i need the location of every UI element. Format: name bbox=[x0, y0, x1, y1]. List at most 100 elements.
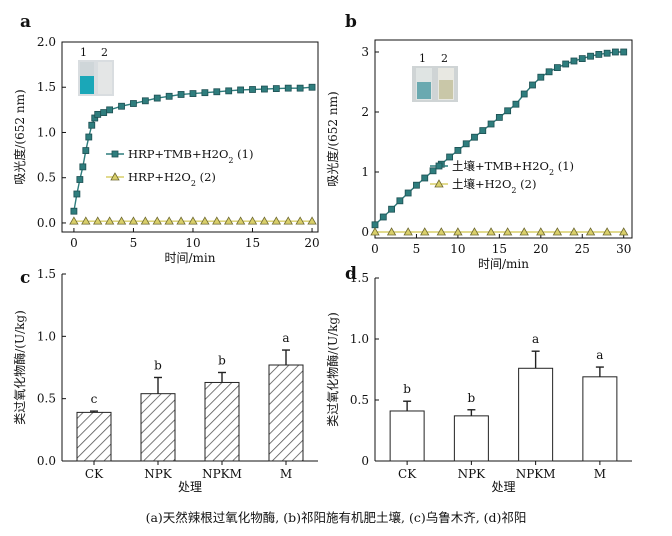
panel-b-ytick-label: 0 bbox=[361, 225, 369, 239]
panel-a-ytick-label: 0.0 bbox=[37, 216, 56, 230]
panel-a-legend-2-marker bbox=[110, 172, 120, 181]
panel-b-series-1-point bbox=[612, 48, 619, 56]
panel-d-chart: 0 0.5 1.0 1.5 类过氧化物酶/(U/kg) 处理 b CK b NPK a NPKM a M bbox=[325, 271, 632, 494]
panel-d-significance-label: b bbox=[468, 391, 476, 405]
panel-b-series-1-point bbox=[620, 48, 628, 56]
panel-b-series-2-point bbox=[420, 227, 430, 236]
panel-a-series-2-point bbox=[295, 216, 305, 225]
panel-c-chart: 0.0 0.5 1.0 1.5 类过氧化物酶/(U/kg) 处理 c CK b NPK b NPKM a… bbox=[12, 267, 318, 494]
panel-b-ytick-label: 2 bbox=[361, 105, 369, 119]
panel-b-inset-photo: 1 2 bbox=[412, 52, 458, 102]
panel-b-plot-frame bbox=[374, 39, 633, 239]
panel-b-xtick-label: 0 bbox=[371, 242, 379, 256]
panel-b-series-2-point bbox=[386, 227, 397, 236]
panel-a-xtick-label: 20 bbox=[304, 236, 319, 250]
panel-b-series-2-point bbox=[436, 227, 447, 236]
panel-b-series-1-point bbox=[562, 60, 570, 68]
panel-d-significance-label: b bbox=[403, 382, 411, 396]
panel-a-series-2-point bbox=[93, 216, 103, 225]
panel-c-bar bbox=[140, 393, 176, 462]
panel-b-legend-2-label: 土壤+H2O2 (2) bbox=[452, 177, 536, 195]
panel-b-series-1-point bbox=[479, 127, 487, 134]
panel-b-xtick-label: 25 bbox=[575, 242, 590, 256]
panel-b-chart: 0 1 2 3 吸光度/(652 nm) 时间/min 0 5 10 15 20 25 30 土壤+TMB… bbox=[325, 39, 633, 271]
panel-b-series-1-point bbox=[462, 140, 470, 148]
panel-b-series-1-point bbox=[396, 197, 404, 205]
panel-b-series-1-point bbox=[487, 120, 495, 128]
panel-c-ytick-label: 1.0 bbox=[37, 329, 56, 343]
panel-a-series-2-point bbox=[116, 216, 127, 225]
panel-b-inset-label-2: 2 bbox=[441, 52, 448, 65]
panel-b-series-1-point bbox=[512, 100, 520, 108]
panel-b-series-2-point bbox=[469, 227, 480, 236]
panel-a-series-1-point bbox=[73, 190, 81, 198]
panel-b-series-1-point bbox=[595, 51, 603, 58]
panel-a-legend-1-label: HRP+TMB+H2O2 (1) bbox=[128, 147, 253, 165]
panel-d-xtick-label: M bbox=[594, 467, 606, 481]
panel-a-series-1-point bbox=[189, 90, 197, 97]
panel-a-xtick-label: 5 bbox=[130, 236, 138, 250]
panel-b-series-2-point bbox=[370, 227, 380, 236]
panel-a-series-1-point bbox=[70, 207, 78, 215]
panel-d-significance-label: a bbox=[532, 332, 539, 346]
panel-a-plot-frame bbox=[61, 41, 319, 233]
panel-b-series-1-point bbox=[495, 114, 503, 121]
panel-a-series-1-point bbox=[85, 133, 93, 141]
panel-b-series-1-point bbox=[570, 57, 578, 65]
panel-b-series-1-point bbox=[537, 73, 545, 81]
panel-a-series-1-point bbox=[249, 86, 256, 93]
panel-a-series-1-point bbox=[296, 84, 304, 92]
panel-d-xlabel: 处理 bbox=[491, 480, 515, 494]
panel-a-series-2-point bbox=[212, 216, 222, 225]
panel-b-series-1-point bbox=[388, 205, 395, 213]
panel-a-series-2-point bbox=[224, 216, 234, 225]
panel-d-ytick-label: 1.0 bbox=[350, 332, 369, 346]
panel-c-significance-label: b bbox=[218, 353, 226, 367]
panel-d-ylabel: 类过氧化物酶/(U/kg) bbox=[325, 312, 340, 427]
panel-a-inset-label-1: 1 bbox=[80, 46, 87, 59]
panel-c-ytick-label: 0.5 bbox=[37, 392, 56, 406]
panel-a-series-1-point bbox=[261, 85, 268, 93]
panel-b-ytick-label: 3 bbox=[361, 45, 369, 59]
panel-a-chart: 0.0 0.5 1.0 1.5 2.0 吸光度/(652 nm) 时间/min 0 5 10 15 2… bbox=[12, 35, 320, 265]
panel-b-legend-1-label: 土壤+TMB+H2O2 (1) bbox=[452, 159, 574, 177]
panel-a-series-2-point bbox=[235, 216, 246, 225]
panel-a-xtick-label: 0 bbox=[70, 236, 78, 250]
panel-b-inset-label-1: 1 bbox=[419, 52, 426, 65]
panel-d-significance-label: a bbox=[596, 348, 603, 362]
panel-b-series-1-point bbox=[379, 213, 387, 221]
panel-b-series-2-point bbox=[536, 227, 546, 236]
panel-a-series-1-point bbox=[177, 91, 185, 98]
panel-c-xlabel: 处理 bbox=[178, 480, 202, 494]
panel-a-series-2-point bbox=[164, 216, 174, 225]
panel-a-series-1-point bbox=[165, 92, 173, 100]
panel-c-significance-label: a bbox=[282, 331, 289, 345]
panel-a-xlabel: 时间/min bbox=[165, 251, 216, 265]
panel-a-series-2-point bbox=[128, 216, 139, 225]
panel-b-series-1-point bbox=[578, 55, 586, 62]
panel-b-series-2-point bbox=[519, 227, 529, 236]
panel-b-xtick-label: 5 bbox=[413, 242, 421, 256]
panel-a-inset-label-2: 2 bbox=[101, 46, 108, 59]
panel-a-series-1-point bbox=[100, 109, 108, 116]
panel-d-bar bbox=[453, 415, 489, 462]
panel-b-xtick-label: 15 bbox=[492, 242, 507, 256]
panel-b-series-1-point bbox=[446, 153, 454, 161]
panel-c-significance-label: c bbox=[91, 392, 98, 406]
panel-b-series-1-point bbox=[454, 146, 462, 154]
panel-a-series-2-point bbox=[247, 216, 258, 225]
panel-a-series-1-point bbox=[237, 86, 245, 94]
panel-c-xtick-label: M bbox=[280, 467, 292, 481]
panel-b-xlabel: 时间/min bbox=[478, 257, 529, 271]
panel-b-ylabel: 吸光度/(652 nm) bbox=[325, 91, 340, 186]
panel-a-series-1-point bbox=[308, 83, 316, 91]
panel-a-series-1-point bbox=[153, 94, 161, 102]
panel-a-series-2-point bbox=[176, 216, 186, 225]
panel-b-series-2-point bbox=[585, 227, 596, 236]
panel-a-series-2-point bbox=[200, 216, 210, 225]
panel-d-ytick-label: 0.5 bbox=[350, 393, 369, 407]
panel-c-ylabel: 类过氧化物酶/(U/kg) bbox=[12, 310, 27, 425]
panel-c-ytick-label: 1.5 bbox=[37, 267, 56, 281]
panel-a-series-1-point bbox=[106, 106, 114, 114]
